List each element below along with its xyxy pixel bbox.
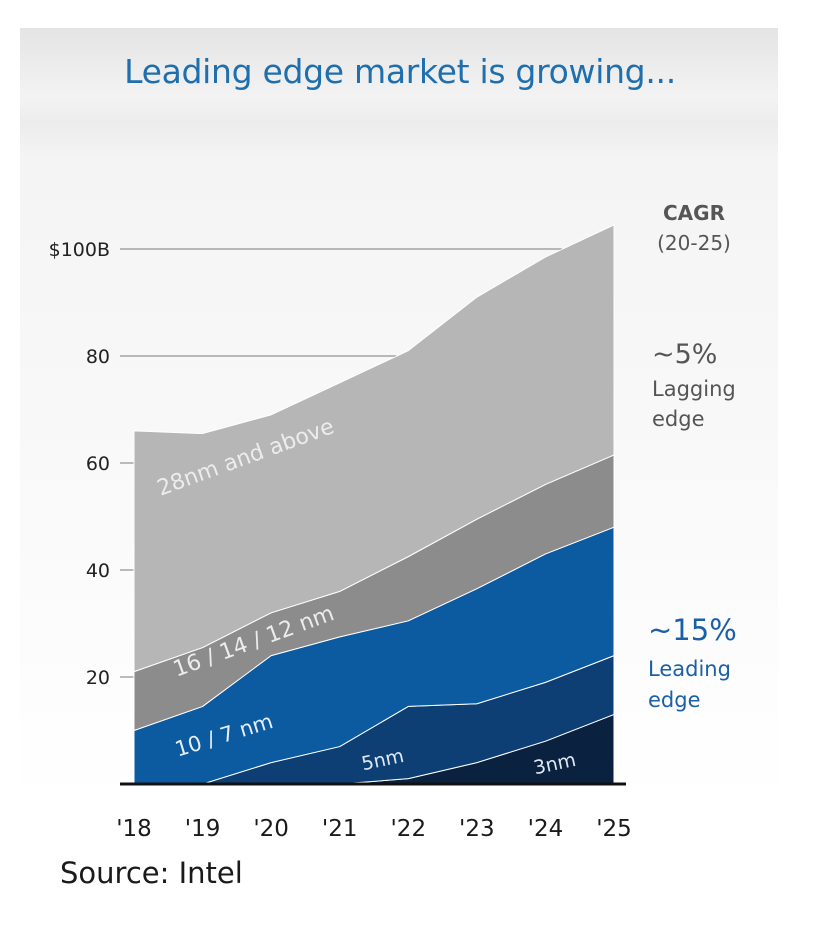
x-tick-label: '18: [116, 816, 152, 842]
x-tick-label: '23: [459, 816, 495, 842]
cagr-lagging-value: ~5%: [652, 339, 717, 370]
cagr-leading-label: edge: [648, 688, 701, 712]
x-tick-label: '25: [596, 816, 632, 842]
cagr-lagging-label: edge: [652, 407, 705, 431]
x-tick-label: '24: [528, 816, 564, 842]
x-tick-label: '21: [322, 816, 358, 842]
x-tick-label: '20: [253, 816, 289, 842]
chart-title: Leading edge market is growing...: [124, 52, 676, 91]
x-axis-tick-labels: '18 '19 '20 '21 '22 '23 '24 '25: [116, 816, 632, 842]
y-tick-label: 40: [86, 560, 110, 582]
cagr-leading-label: Leading: [648, 657, 731, 681]
cagr-lagging-label: Lagging: [652, 377, 736, 401]
cagr-annotations: CAGR (20-25) ~5% Lagging edge ~15% Leading edge: [648, 201, 737, 712]
cagr-title: CAGR: [663, 201, 725, 225]
cagr-leading-value: ~15%: [648, 613, 737, 647]
y-tick-label: $100B: [49, 239, 110, 261]
cagr-period: (20-25): [657, 231, 731, 255]
x-tick-label: '19: [185, 816, 221, 842]
y-tick-label: 60: [86, 453, 110, 475]
series-areas: [133, 224, 615, 785]
area-28nm-and-above: [133, 224, 615, 673]
y-tick-label: 80: [86, 346, 110, 368]
gridlines: [120, 248, 563, 678]
source-note: Source: Intel: [60, 856, 243, 890]
y-tick-label: 20: [86, 667, 110, 689]
y-axis-tick-labels: 20 40 60 80 $100B: [49, 239, 110, 689]
x-tick-label: '22: [390, 816, 426, 842]
